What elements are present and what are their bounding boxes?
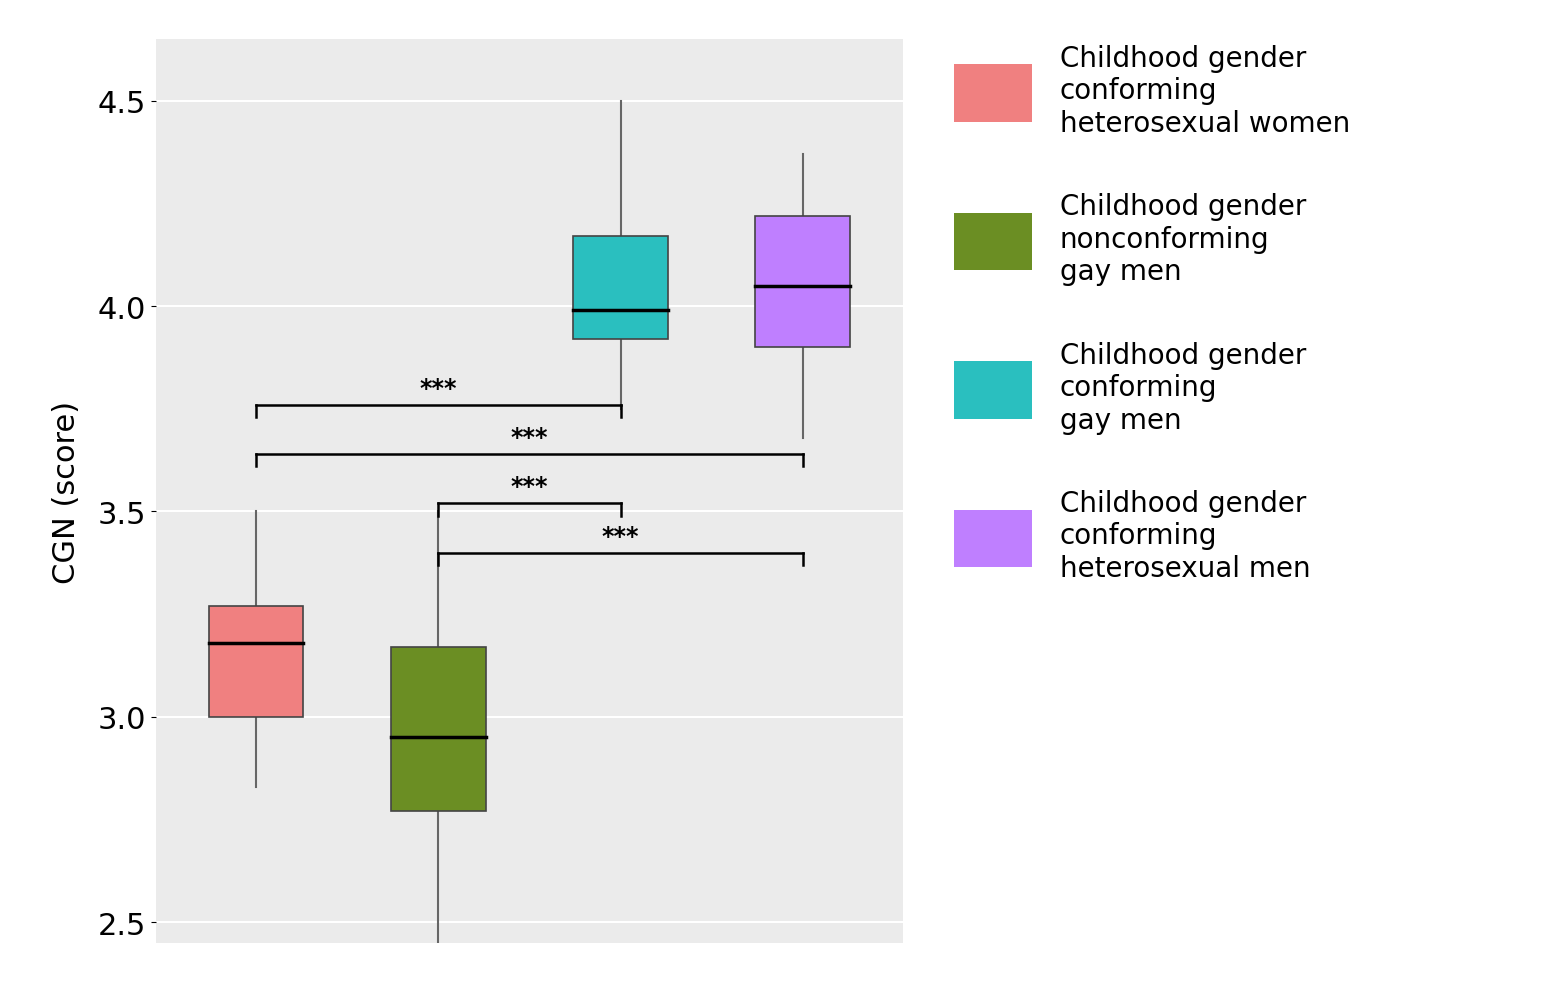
Text: ***: *** [511,425,548,449]
Text: ***: *** [511,474,548,498]
Text: ***: *** [601,525,640,548]
Legend: Childhood gender
conforming
heterosexual women, Childhood gender
nonconforming
g: Childhood gender conforming heterosexual… [954,45,1350,583]
Bar [391,647,486,811]
Bar [755,217,850,348]
Bar [209,607,304,717]
Bar [573,237,668,340]
Y-axis label: CGN (score): CGN (score) [51,400,81,583]
Text: ***: *** [419,376,458,400]
